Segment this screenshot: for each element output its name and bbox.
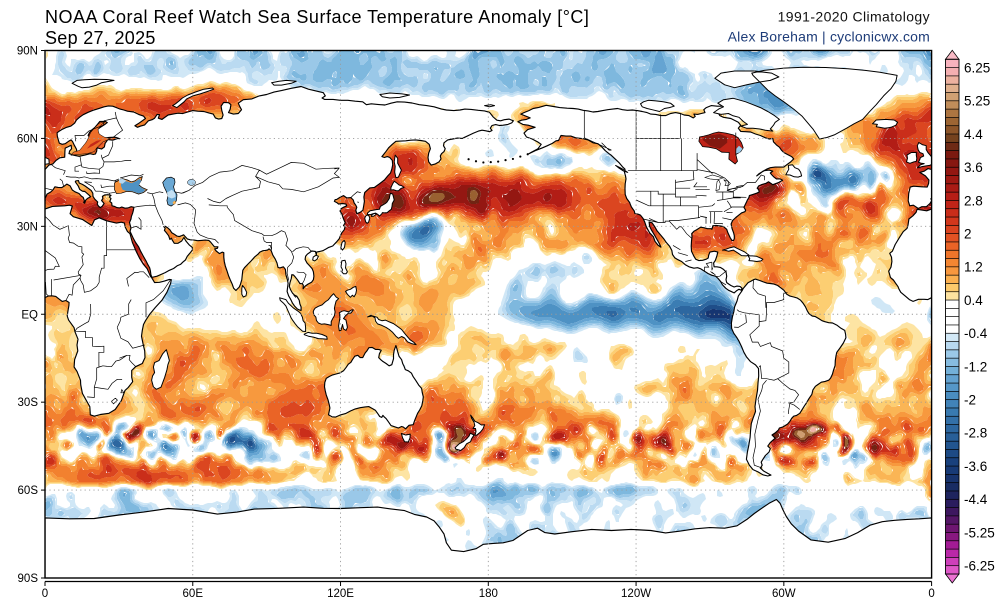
svg-text:60S: 60S (18, 485, 39, 497)
svg-text:0: 0 (42, 588, 48, 600)
svg-text:-5.25: -5.25 (964, 525, 995, 540)
svg-text:0.4: 0.4 (964, 293, 983, 308)
svg-text:NOAA Coral Reef Watch Sea Surf: NOAA Coral Reef Watch Sea Surface Temper… (45, 7, 589, 27)
svg-text:30N: 30N (17, 221, 38, 233)
svg-text:Alex Boreham | cyclonicwx.com: Alex Boreham | cyclonicwx.com (728, 29, 930, 45)
svg-text:-2: -2 (964, 393, 976, 408)
svg-text:-2.8: -2.8 (964, 426, 987, 441)
svg-text:-1.2: -1.2 (964, 359, 987, 374)
svg-text:2: 2 (964, 227, 972, 242)
svg-text:120E: 120E (327, 588, 354, 600)
svg-text:180: 180 (479, 588, 498, 600)
svg-text:1.2: 1.2 (964, 260, 983, 275)
svg-text:-0.4: -0.4 (964, 326, 988, 341)
svg-text:90N: 90N (17, 46, 38, 58)
svg-text:60E: 60E (183, 588, 204, 600)
svg-text:5.25: 5.25 (964, 94, 990, 109)
svg-text:EQ: EQ (21, 309, 38, 321)
svg-text:6.25: 6.25 (964, 61, 990, 76)
svg-text:0: 0 (928, 588, 934, 600)
svg-text:120W: 120W (621, 588, 651, 600)
svg-text:60N: 60N (17, 133, 38, 145)
svg-text:30S: 30S (18, 397, 39, 409)
svg-text:-3.6: -3.6 (964, 459, 987, 474)
svg-text:Sep 27, 2025: Sep 27, 2025 (45, 28, 156, 48)
svg-text:4.4: 4.4 (964, 127, 983, 142)
svg-text:-6.25: -6.25 (964, 559, 995, 574)
svg-text:1991-2020 Climatology: 1991-2020 Climatology (778, 9, 930, 25)
svg-text:60W: 60W (772, 588, 796, 600)
svg-text:2.8: 2.8 (964, 193, 983, 208)
svg-text:3.6: 3.6 (964, 160, 983, 175)
svg-text:90S: 90S (18, 573, 39, 585)
svg-text:-4.4: -4.4 (964, 492, 988, 507)
